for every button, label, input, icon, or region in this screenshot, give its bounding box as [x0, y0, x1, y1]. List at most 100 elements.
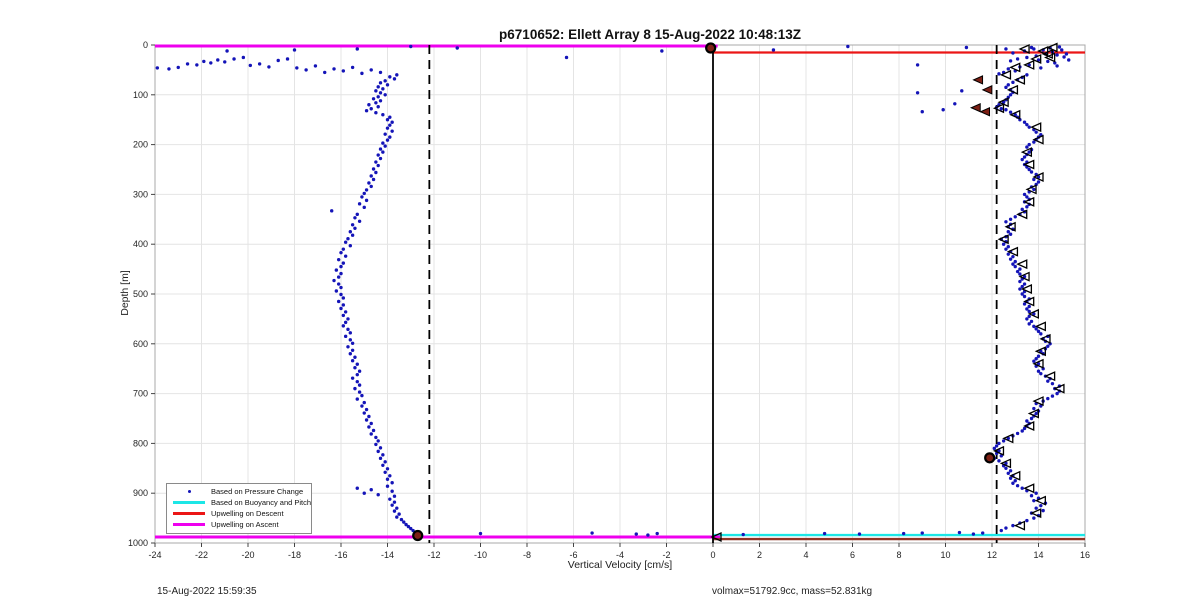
data-point — [1008, 232, 1013, 236]
data-point — [330, 209, 334, 213]
data-point — [999, 454, 1003, 458]
data-point — [381, 463, 385, 468]
data-point — [1032, 498, 1036, 503]
x-tick-label: -22 — [195, 550, 208, 560]
legend-item-2: Upwelling on Descent — [167, 508, 311, 519]
data-point — [378, 446, 383, 450]
data-point — [371, 167, 376, 171]
data-point — [1008, 217, 1013, 221]
data-point — [378, 91, 383, 95]
legend-item-label: Based on Pressure Change — [211, 487, 304, 496]
ascent-triangle-marker — [1034, 321, 1046, 332]
data-point — [971, 532, 976, 536]
data-point — [1027, 167, 1031, 172]
x-axis-label: Vertical Velocity [cm/s] — [567, 559, 673, 571]
data-point — [1046, 379, 1050, 383]
data-point — [385, 467, 390, 471]
data-point — [1004, 247, 1008, 251]
x-tick-label: 4 — [803, 550, 808, 560]
ascent-triangle-marker — [1027, 408, 1039, 419]
data-point — [953, 102, 957, 106]
data-point — [339, 285, 343, 290]
data-point — [1039, 349, 1043, 353]
data-point — [1020, 284, 1024, 289]
data-point — [369, 421, 373, 426]
data-point — [1064, 52, 1069, 56]
x-tick-label: 0 — [710, 550, 715, 560]
data-point — [1032, 406, 1036, 411]
ascent-triangle-marker — [1023, 420, 1035, 431]
data-point — [920, 110, 924, 114]
data-point — [1022, 302, 1027, 306]
data-point — [399, 517, 404, 522]
data-point — [997, 459, 1001, 463]
data-point — [209, 61, 213, 65]
data-point — [1020, 157, 1024, 162]
data-point — [646, 533, 650, 537]
ascent-triangle-marker — [1018, 43, 1030, 54]
data-point — [997, 441, 1001, 446]
data-point — [374, 89, 378, 93]
data-point — [355, 379, 359, 384]
ascent-triangle-marker — [999, 69, 1012, 80]
ascent-triangle-marker — [1009, 109, 1021, 120]
data-point — [1025, 317, 1029, 321]
data-point — [367, 414, 371, 419]
upwelling-event-triangle-marker — [979, 106, 991, 117]
data-point — [362, 205, 366, 210]
data-point — [369, 184, 373, 189]
legend-item-0: Based on Pressure Change — [167, 486, 311, 497]
data-point — [478, 531, 483, 536]
data-point — [1020, 292, 1024, 296]
data-point — [364, 109, 369, 113]
data-point — [1029, 493, 1034, 498]
data-point — [348, 352, 352, 356]
data-point — [392, 494, 397, 498]
data-point — [409, 44, 413, 49]
x-tick-label: 16 — [1080, 550, 1090, 560]
data-point — [362, 191, 366, 196]
data-point — [1025, 55, 1029, 60]
data-point — [385, 118, 390, 122]
data-point — [1039, 132, 1043, 137]
x-tick-label: 6 — [850, 550, 855, 560]
data-point — [1006, 471, 1010, 475]
ascent-triangle-marker — [1020, 284, 1033, 295]
data-point — [392, 509, 397, 513]
data-point — [1025, 518, 1029, 523]
data-point — [1027, 304, 1031, 309]
data-point — [1057, 45, 1062, 49]
data-point — [981, 531, 985, 535]
data-point — [339, 306, 343, 311]
data-point — [348, 331, 352, 335]
data-point — [378, 99, 383, 103]
data-point — [348, 243, 352, 248]
ascent-triangle-marker — [1016, 259, 1028, 270]
data-point — [590, 531, 594, 535]
y-tick-label: 500 — [133, 289, 148, 299]
data-point — [336, 257, 341, 262]
data-point — [223, 60, 227, 64]
data-point — [1036, 58, 1041, 62]
data-point — [357, 369, 362, 373]
data-point — [1018, 287, 1022, 291]
data-point — [1025, 307, 1029, 311]
ascent-triangle-marker — [1044, 52, 1056, 63]
data-point — [997, 449, 1001, 453]
x-tick-label: 2 — [757, 550, 762, 560]
data-point — [371, 177, 376, 182]
data-point — [336, 275, 341, 279]
data-point — [1062, 55, 1066, 59]
data-point — [350, 233, 355, 237]
data-point — [822, 531, 827, 536]
data-point — [1029, 319, 1034, 324]
y-tick-label: 900 — [133, 488, 148, 498]
data-point — [355, 362, 359, 366]
data-point — [390, 489, 394, 493]
data-point — [371, 428, 376, 433]
ascent-triangle-marker — [1023, 59, 1035, 70]
data-point — [341, 296, 346, 300]
data-point — [1039, 503, 1043, 508]
data-point — [155, 66, 160, 70]
ascent-triangle-marker — [1006, 246, 1019, 257]
